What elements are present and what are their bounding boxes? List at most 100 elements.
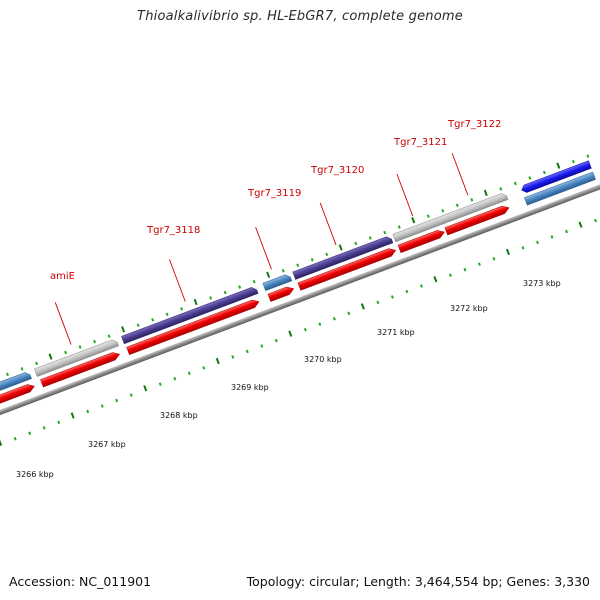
inner-tick-minor bbox=[448, 273, 452, 277]
inner-tick-major bbox=[70, 412, 75, 419]
genome-backbone bbox=[0, 178, 600, 422]
gene-label-tgr7-3121[interactable]: Tgr7_3121 bbox=[393, 137, 447, 148]
inner-tick-minor bbox=[42, 426, 46, 430]
cds-arrow-amie[interactable] bbox=[40, 350, 121, 388]
leader-amie bbox=[54, 302, 72, 345]
outer-tick-minor bbox=[325, 252, 329, 257]
inner-tick-minor bbox=[28, 431, 32, 436]
outer-tick-major bbox=[121, 326, 126, 333]
inner-tick-minor bbox=[303, 327, 307, 332]
gene-bar-right-edge-steel[interactable] bbox=[524, 171, 596, 206]
gene-bar-tgr7-3121-3122[interactable] bbox=[392, 192, 509, 243]
inner-tick-minor bbox=[405, 289, 409, 294]
cds-arrow-tgr7-3121[interactable] bbox=[397, 228, 446, 253]
position-label-3269: 3269 kbp bbox=[231, 383, 269, 392]
inner-tick-minor bbox=[463, 267, 467, 272]
inner-tick-minor bbox=[390, 295, 394, 299]
map-title: Thioalkalivibrio sp. HL-EbGR7, complete … bbox=[137, 9, 463, 24]
label-leaders bbox=[54, 153, 469, 345]
position-label-3271: 3271 kbp bbox=[377, 328, 415, 337]
inner-tick-minor bbox=[594, 218, 597, 223]
outer-tick-minor bbox=[209, 296, 213, 300]
outer-tick-minor bbox=[252, 279, 256, 284]
leader-tgr7-3121 bbox=[396, 173, 414, 217]
outer-tick-minor bbox=[528, 176, 532, 180]
outer-tick-minor bbox=[296, 263, 300, 268]
gene-labels: amiE Tgr7_3118 Tgr7_3119 Tgr7_3120 Tgr7_… bbox=[50, 119, 501, 282]
gene-bar-right-edge-blue[interactable] bbox=[520, 160, 592, 194]
outer-tick-minor bbox=[180, 307, 184, 311]
gene-bar-amie[interactable] bbox=[34, 338, 119, 377]
outer-tick-major bbox=[556, 162, 561, 169]
gene-bar-tgr7-3118[interactable] bbox=[121, 286, 259, 345]
outer-tick-minor bbox=[441, 208, 445, 213]
position-label-3267: 3267 kbp bbox=[88, 440, 126, 449]
outer-tick-minor bbox=[238, 285, 242, 289]
leader-tgr7-3119 bbox=[255, 226, 272, 270]
inner-tick-major bbox=[433, 276, 438, 283]
gene-bar-tgr7-3120[interactable] bbox=[292, 235, 394, 280]
outer-tick-minor bbox=[397, 225, 401, 229]
cds-arrow-tgr7-3120[interactable] bbox=[297, 247, 397, 291]
inner-tick-minor bbox=[536, 240, 539, 245]
outer-tick-minor bbox=[383, 230, 387, 235]
inner-tick-major bbox=[288, 330, 293, 337]
outer-tick-minor bbox=[20, 367, 24, 371]
position-label-3266: 3266 kbp bbox=[16, 470, 54, 479]
outer-tick-minor bbox=[78, 345, 82, 349]
position-labels: 3266 kbp 3267 kbp 3268 kbp 3269 kbp 3270… bbox=[16, 279, 561, 479]
inner-tick-minor bbox=[13, 436, 17, 441]
outer-tick-minor bbox=[223, 290, 227, 295]
outer-tick-minor bbox=[586, 154, 590, 158]
gene-label-tgr7-3119[interactable]: Tgr7_3119 bbox=[247, 188, 301, 199]
inner-tick-row bbox=[0, 218, 597, 446]
outer-tick-minor bbox=[513, 181, 517, 186]
cds-arrow-left-edge[interactable] bbox=[0, 382, 36, 407]
gene-label-amie[interactable]: amiE bbox=[50, 271, 75, 282]
outer-tick-minor bbox=[64, 350, 68, 355]
outer-tick-major bbox=[266, 271, 271, 278]
inner-tick-minor bbox=[376, 300, 380, 305]
outer-tick-minor bbox=[151, 318, 155, 322]
inner-tick-minor bbox=[245, 349, 249, 354]
map-track bbox=[0, 153, 600, 446]
outer-tick-minor bbox=[93, 339, 97, 344]
gene-label-tgr7-3118[interactable]: Tgr7_3118 bbox=[146, 225, 200, 236]
position-label-3272: 3272 kbp bbox=[450, 304, 488, 313]
cds-arrow-tgr7-3118[interactable] bbox=[126, 298, 261, 355]
gene-label-tgr7-3120[interactable]: Tgr7_3120 bbox=[310, 165, 364, 176]
outer-tick-major bbox=[48, 353, 53, 360]
inner-tick-minor bbox=[332, 317, 336, 321]
outer-tick-minor bbox=[107, 334, 111, 338]
position-label-3273: 3273 kbp bbox=[523, 279, 561, 288]
outer-tick-minor bbox=[368, 236, 372, 240]
outer-tick-minor bbox=[310, 258, 314, 262]
outer-tick-minor bbox=[35, 361, 39, 366]
gene-bar-left-edge[interactable] bbox=[0, 371, 32, 396]
outer-tick-minor bbox=[571, 159, 575, 164]
leader-tgr7-3122 bbox=[451, 153, 469, 196]
inner-tick-minor bbox=[565, 229, 568, 234]
cds-arrow-tgr7-3122[interactable] bbox=[444, 204, 511, 236]
gene-lane bbox=[0, 160, 592, 396]
inner-tick-minor bbox=[260, 344, 264, 348]
leader-tgr7-3118 bbox=[169, 259, 186, 302]
outer-tick-minor bbox=[165, 312, 169, 317]
inner-tick-minor bbox=[550, 235, 554, 239]
inner-tick-minor bbox=[187, 371, 191, 376]
inner-tick-minor bbox=[173, 376, 177, 381]
outer-tick-minor bbox=[470, 198, 474, 202]
accession-text: Accession: NC_011901 bbox=[9, 574, 152, 589]
inner-tick-minor bbox=[129, 393, 133, 397]
cds-arrow-tgr7-3119[interactable] bbox=[267, 285, 295, 302]
inner-tick-major bbox=[0, 439, 3, 446]
outer-tick-major bbox=[193, 298, 198, 306]
inner-tick-minor bbox=[57, 420, 61, 425]
inner-tick-minor bbox=[274, 338, 278, 343]
position-label-3270: 3270 kbp bbox=[304, 355, 342, 364]
gene-label-tgr7-3122[interactable]: Tgr7_3122 bbox=[447, 119, 501, 130]
gene-bar-tgr7-3119[interactable] bbox=[262, 273, 293, 291]
inner-tick-minor bbox=[86, 409, 90, 414]
